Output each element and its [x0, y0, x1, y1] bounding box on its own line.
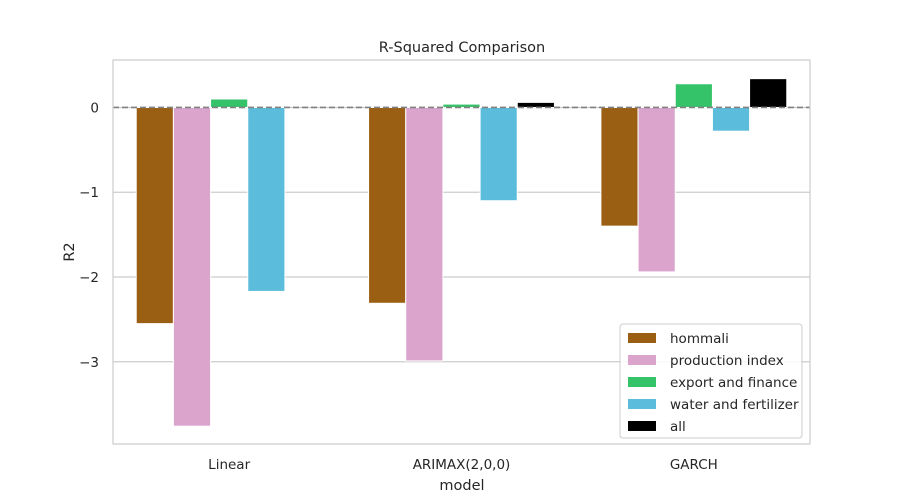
x-tick-labels: Linear ARIMAX(2,0,0) GARCH	[208, 457, 718, 473]
legend-frame	[619, 323, 803, 439]
chart-title: R-Squared Comparison	[379, 40, 545, 56]
x-tick-label: Linear	[208, 457, 250, 473]
y-tick-label: −1	[79, 185, 99, 201]
legend-label: export and finance	[670, 375, 797, 391]
y-tick-label: 0	[90, 100, 99, 116]
x-axis-label: model	[439, 478, 484, 494]
legend-swatch	[628, 333, 656, 343]
y-axis-label: R2	[62, 242, 78, 261]
bar	[368, 106, 407, 304]
legend-swatch	[628, 355, 656, 365]
legend: hommali production index export and financ…	[619, 323, 803, 439]
bar	[405, 106, 444, 362]
bar	[135, 106, 174, 325]
bar	[479, 106, 518, 202]
bars	[135, 78, 788, 427]
bar	[442, 103, 481, 108]
legend-label: all	[670, 419, 686, 435]
legend-label: hommali	[670, 331, 729, 347]
bar	[637, 106, 676, 273]
legend-swatch	[628, 377, 656, 387]
bar	[749, 78, 788, 108]
bar	[516, 101, 555, 108]
legend-swatch	[628, 421, 656, 431]
bar	[600, 106, 639, 227]
y-tick-label: −2	[79, 270, 99, 286]
x-tick-label: ARIMAX(2,0,0)	[413, 457, 511, 473]
plot-frame	[112, 59, 811, 445]
x-tick-label: GARCH	[670, 457, 718, 473]
legend-label: water and fertilizer	[670, 397, 799, 413]
y-tick-labels: −3 −2 −1 0	[79, 100, 99, 370]
bar	[210, 98, 249, 108]
bar	[674, 83, 713, 108]
bar	[711, 106, 751, 132]
y-tick-label: −3	[79, 355, 99, 371]
legend-label: production index	[670, 353, 784, 369]
legend-swatch	[628, 399, 656, 409]
bar	[247, 106, 286, 292]
bar	[172, 106, 212, 427]
